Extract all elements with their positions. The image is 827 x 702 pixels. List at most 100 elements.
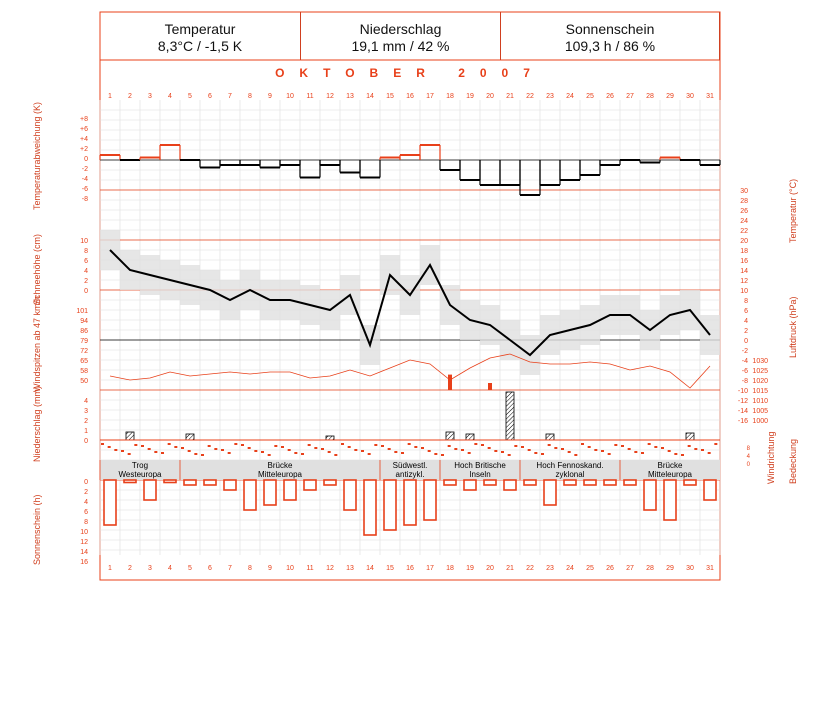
sunshine-bar xyxy=(203,479,217,486)
day-label-bottom: 11 xyxy=(306,565,313,572)
precip-tick: 0 xyxy=(84,438,88,445)
day-label-bottom: 24 xyxy=(566,565,574,572)
winddir-mark xyxy=(134,444,138,446)
winddir-mark xyxy=(181,447,184,449)
winddir-mark xyxy=(567,451,571,453)
winddir-mark xyxy=(207,445,211,447)
day-label-top: 16 xyxy=(406,93,414,100)
winddir-mark xyxy=(227,452,231,454)
sunshine-bar xyxy=(163,479,177,484)
winddir-mark xyxy=(601,450,604,452)
winddir-mark xyxy=(694,448,698,450)
day-label-top: 28 xyxy=(646,93,654,100)
winddir-mark xyxy=(654,446,658,448)
sun-tick: 12 xyxy=(80,539,88,546)
winddir-mark xyxy=(147,448,151,450)
axis-label-winddir: Windrichtung xyxy=(766,431,776,484)
snow-tick: 0 xyxy=(84,288,88,295)
day-label-bottom: 22 xyxy=(526,565,534,572)
winddir-mark xyxy=(701,449,704,451)
day-label-top: 8 xyxy=(248,93,252,100)
winddir-mark xyxy=(521,446,524,448)
wind-tick: 58 xyxy=(80,368,88,375)
weather-type-label: Hoch Fennoskand. xyxy=(536,461,603,470)
winddir-mark xyxy=(321,448,324,450)
precip-bar xyxy=(685,432,695,441)
winddir-mark xyxy=(287,449,291,451)
weather-type-label: antizykl. xyxy=(396,470,425,479)
weather-type-label: Brücke xyxy=(658,461,683,470)
pressure-tick: 1015 xyxy=(752,388,768,395)
temperature-tick: 16 xyxy=(740,258,748,265)
sunshine-bar xyxy=(703,479,717,501)
day-label-bottom: 8 xyxy=(248,565,252,572)
temperature-tick: 28 xyxy=(740,198,748,205)
winddir-mark xyxy=(267,454,271,456)
day-label-bottom: 7 xyxy=(228,565,232,572)
winddir-mark xyxy=(354,449,358,451)
temperature-tick: 10 xyxy=(740,288,748,295)
wind-tick: 72 xyxy=(80,348,88,355)
winddir-mark xyxy=(714,443,718,445)
day-label-top: 3 xyxy=(148,93,152,100)
axis-label-pressure: Luftdruck (hPa) xyxy=(788,296,798,358)
temperature-tick: -12 xyxy=(738,398,748,405)
winddir-mark xyxy=(301,453,304,455)
winddir-mark xyxy=(347,446,351,448)
sunshine-bar xyxy=(623,479,637,486)
winddir-mark xyxy=(454,448,458,450)
winddir-mark xyxy=(221,449,224,451)
sunshine-bar xyxy=(663,479,677,521)
temperature-tick: -10 xyxy=(738,388,748,395)
sunshine-bar xyxy=(183,479,197,486)
winddir-mark xyxy=(621,445,624,447)
day-label-top: 1 xyxy=(108,93,112,100)
winddir-mark xyxy=(574,454,578,456)
precip-bar xyxy=(325,435,335,441)
winddir-mark xyxy=(381,445,384,447)
winddir-mark xyxy=(394,451,398,453)
wind-tick: 50 xyxy=(80,378,88,385)
winddir-mark xyxy=(141,445,144,447)
header-precipitation-value: 19,1 mm / 42 % xyxy=(351,38,450,54)
sun-tick: 10 xyxy=(80,529,88,536)
header-temperature-value: 8,3°C / -1,5 K xyxy=(157,38,243,54)
day-label-top: 26 xyxy=(606,93,614,100)
sunshine-bar xyxy=(383,479,397,531)
day-label-top: 5 xyxy=(188,93,192,100)
winddir-mark xyxy=(101,443,104,445)
winddir-mark xyxy=(467,452,471,454)
header-sunshine-title: Sonnenschein xyxy=(565,21,655,37)
temperature-tick: 24 xyxy=(740,218,748,225)
day-label-bottom: 17 xyxy=(426,565,434,572)
winddir-mark xyxy=(167,443,171,445)
winddir-mark xyxy=(327,451,331,453)
day-label-bottom: 20 xyxy=(486,565,494,572)
temperature-tick: 18 xyxy=(740,248,748,255)
temperature-tick: 12 xyxy=(740,278,748,285)
winddir-mark xyxy=(674,453,678,455)
temperature-tick: 8 xyxy=(744,298,748,305)
axis-label-temp-anomaly: Temperaturabweichung (K) xyxy=(32,101,42,210)
winddir-mark xyxy=(407,443,411,445)
day-label-bottom: 13 xyxy=(346,565,354,572)
day-label-bottom: 23 xyxy=(546,565,554,572)
winddir-mark xyxy=(514,445,518,447)
winddir-mark xyxy=(541,453,544,455)
weather-type-label: Trog xyxy=(132,461,148,470)
weather-type-label: Inseln xyxy=(469,470,490,479)
winddir-mark xyxy=(294,452,298,454)
sunshine-bar xyxy=(303,479,317,491)
winddir-mark xyxy=(114,449,118,451)
precip-bar xyxy=(545,433,555,441)
weather-type-label: Westeuropa xyxy=(119,470,163,479)
day-label-top: 31 xyxy=(706,93,714,100)
precip-bar xyxy=(125,431,135,441)
snow-tick: 4 xyxy=(84,268,88,275)
winddir-mark xyxy=(421,447,424,449)
winddir-mark xyxy=(187,450,191,452)
sunshine-bar xyxy=(103,479,117,526)
winddir-mark xyxy=(254,450,258,452)
temperature-tick: 2 xyxy=(744,328,748,335)
temperature-tick: -16 xyxy=(738,418,748,425)
